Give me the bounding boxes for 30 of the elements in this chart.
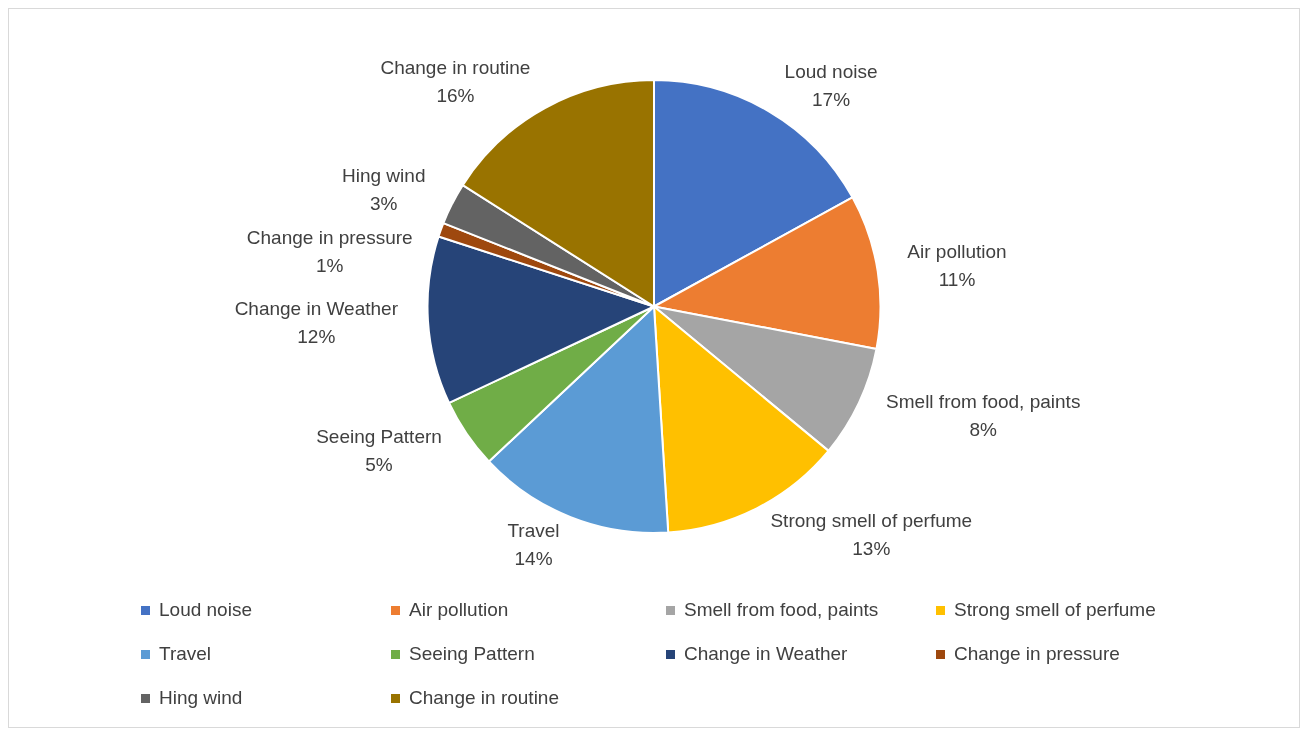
data-label: 11% <box>937 268 977 293</box>
data-label: 17% <box>811 87 852 112</box>
slice-label: Seeing Pattern <box>316 424 442 449</box>
legend-label: Smell from food, paints <box>684 599 879 621</box>
data-label: 16% <box>435 83 476 108</box>
slice-label: Loud noise <box>784 59 878 84</box>
data-label: 5% <box>364 452 394 477</box>
legend-label: Strong smell of perfume <box>954 599 1156 621</box>
data-label: 13% <box>851 537 892 562</box>
legend-label: Change in pressure <box>954 643 1120 665</box>
slice-label: Smell from food, paints <box>886 389 1081 414</box>
data-label: 14% <box>513 547 554 571</box>
legend-label: Seeing Pattern <box>409 643 535 665</box>
data-label: 12% <box>296 324 337 349</box>
data-label: 1% <box>315 254 345 279</box>
slice-label: Travel <box>507 519 560 543</box>
data-label: 3% <box>369 192 399 217</box>
legend-label: Change in routine <box>409 687 559 709</box>
legend-label: Change in Weather <box>684 643 848 665</box>
slice-label: Hing wind <box>342 164 426 189</box>
slice-label: Strong smell of perfume <box>770 509 973 534</box>
slice-label: Change in Weather <box>234 296 398 321</box>
slice-label: Air pollution <box>907 240 1007 265</box>
data-label: 8% <box>968 417 998 442</box>
legend-label: Air pollution <box>409 599 509 621</box>
slice-label: Change in routine <box>380 55 531 80</box>
legend-label: Hing wind <box>159 687 243 709</box>
slice-label: Change in pressure <box>246 226 413 251</box>
legend-label: Loud noise <box>159 599 252 621</box>
legend-label: Travel <box>159 643 212 665</box>
